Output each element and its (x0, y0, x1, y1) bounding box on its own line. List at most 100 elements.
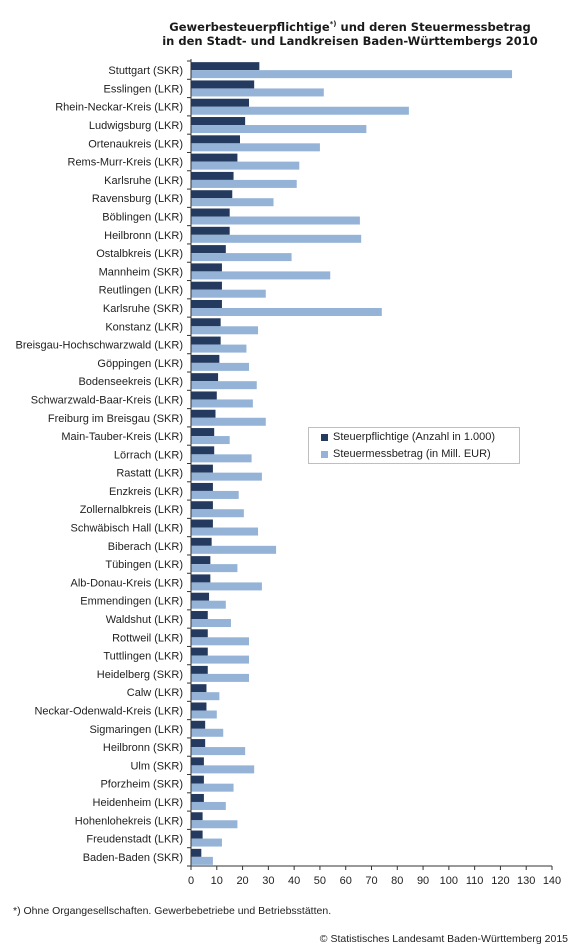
bar-series1 (191, 775, 204, 784)
chart-legend: Steuerpflichtige (Anzahl in 1.000) Steue… (308, 427, 520, 464)
x-tick-label: 10 (211, 875, 223, 887)
category-label: Tübingen (LKR) (105, 559, 183, 571)
bar-series2 (191, 820, 238, 829)
bar-series1 (191, 720, 206, 729)
category-label: Breisgau-Hochschwarzwald (LKR) (15, 340, 183, 352)
category-label: Ortenaukreis (LKR) (88, 138, 183, 150)
category-label: Pforzheim (SKR) (100, 779, 183, 791)
x-tick-label: 0 (188, 875, 194, 887)
bar-series1 (191, 629, 208, 638)
category-label: Göppingen (LKR) (97, 358, 183, 370)
bar-series2 (191, 436, 230, 445)
legend-label-series2: Steuermessbetrag (in Mill. EUR) (333, 448, 491, 460)
category-label: Baden-Baden (SKR) (83, 852, 183, 864)
bar-series1 (191, 117, 246, 126)
bar-series1 (191, 446, 215, 455)
chart-bars (191, 62, 513, 865)
bar-series1 (191, 336, 221, 345)
bar-series2 (191, 454, 252, 463)
chart-title: Gewerbesteuerpflichtige*) und deren Steu… (150, 17, 550, 48)
bar-series1 (191, 537, 212, 546)
bar-series2 (191, 838, 222, 847)
bar-series2 (191, 307, 382, 316)
bar-series2 (191, 545, 277, 554)
category-label: Heilbronn (SKR) (103, 742, 183, 754)
x-tick-label: 130 (517, 875, 535, 887)
bar-series2 (191, 381, 257, 390)
bar-series1 (191, 135, 240, 144)
footnote: *) Ohne Organgesellschaften. Gewerbebetr… (13, 905, 332, 917)
category-label: Mannheim (SKR) (99, 266, 183, 278)
bar-series2 (191, 289, 266, 298)
category-label: Ostalbkreis (LKR) (96, 248, 183, 260)
bar-series1 (191, 171, 234, 180)
category-label: Calw (LKR) (127, 687, 183, 699)
bar-series2 (191, 637, 250, 646)
x-tick-label: 120 (491, 875, 509, 887)
bar-series2 (191, 509, 244, 518)
bar-series2 (191, 198, 274, 207)
category-label: Neckar-Odenwald-Kreis (LKR) (34, 705, 183, 717)
category-label: Schwäbisch Hall (LKR) (71, 523, 183, 535)
bar-series1 (191, 830, 203, 839)
bar-series1 (191, 208, 230, 217)
bar-series2 (191, 801, 226, 810)
category-label: Esslingen (LKR) (104, 83, 183, 95)
bar-series1 (191, 501, 213, 510)
category-label: Stuttgart (SKR) (108, 65, 183, 77)
category-label: Ravensburg (LKR) (92, 193, 183, 205)
bar-series1 (191, 318, 221, 327)
bar-series2 (191, 143, 320, 152)
bar-series1 (191, 428, 215, 437)
bar-series1 (191, 647, 208, 656)
bar-series2 (191, 271, 331, 280)
category-label: Freiburg im Breisgau (SKR) (48, 413, 183, 425)
bar-series2 (191, 362, 250, 371)
x-tick-label: 80 (391, 875, 403, 887)
bar-series2 (191, 179, 297, 188)
category-label: Heilbronn (LKR) (104, 230, 183, 242)
bar-series2 (191, 655, 250, 664)
bar-series1 (191, 153, 238, 162)
category-label: Heidelberg (SKR) (97, 669, 183, 681)
bar-series1 (191, 354, 220, 363)
bar-series1 (191, 391, 217, 400)
category-label: Alb-Donau-Kreis (LKR) (71, 577, 183, 589)
category-label: Rems-Murr-Kreis (LKR) (68, 157, 184, 169)
bar-series2 (191, 564, 238, 573)
bar-series1 (191, 62, 260, 71)
bar-series1 (191, 226, 230, 235)
category-label: Rhein-Neckar-Kreis (LKR) (55, 102, 183, 114)
bar-series1 (191, 592, 210, 601)
bar-series2 (191, 710, 217, 719)
bar-series1 (191, 702, 207, 711)
category-label: Main-Tauber-Kreis (LKR) (61, 431, 183, 443)
bar-series2 (191, 673, 250, 682)
bar-series1 (191, 848, 202, 857)
bar-series1 (191, 519, 213, 528)
bar-series1 (191, 373, 219, 382)
bar-series1 (191, 299, 222, 308)
bar-series2 (191, 527, 259, 536)
bar-series2 (191, 216, 360, 225)
title-line1: Gewerbesteuerpflichtige*) und deren Steu… (169, 19, 531, 34)
category-label: Bodenseekreis (LKR) (78, 376, 183, 388)
bar-series2 (191, 472, 262, 481)
category-label: Hohenlohekreis (LKR) (75, 815, 183, 827)
bar-series1 (191, 409, 216, 418)
x-tick-label: 90 (417, 875, 429, 887)
bar-series2 (191, 253, 292, 262)
bar-series1 (191, 574, 211, 583)
x-tick-label: 30 (262, 875, 274, 887)
category-label: Emmendingen (LKR) (80, 596, 183, 608)
x-tick-label: 20 (236, 875, 248, 887)
x-tick-label: 140 (543, 875, 561, 887)
bar-series2 (191, 106, 409, 115)
legend-item-series1: Steuerpflichtige (Anzahl in 1.000) (321, 431, 495, 443)
category-label: Lörrach (LKR) (114, 449, 183, 461)
category-label: Enzkreis (LKR) (109, 486, 183, 498)
bar-series2 (191, 490, 239, 499)
category-label: Böblingen (LKR) (102, 212, 183, 224)
bar-series1 (191, 482, 213, 491)
